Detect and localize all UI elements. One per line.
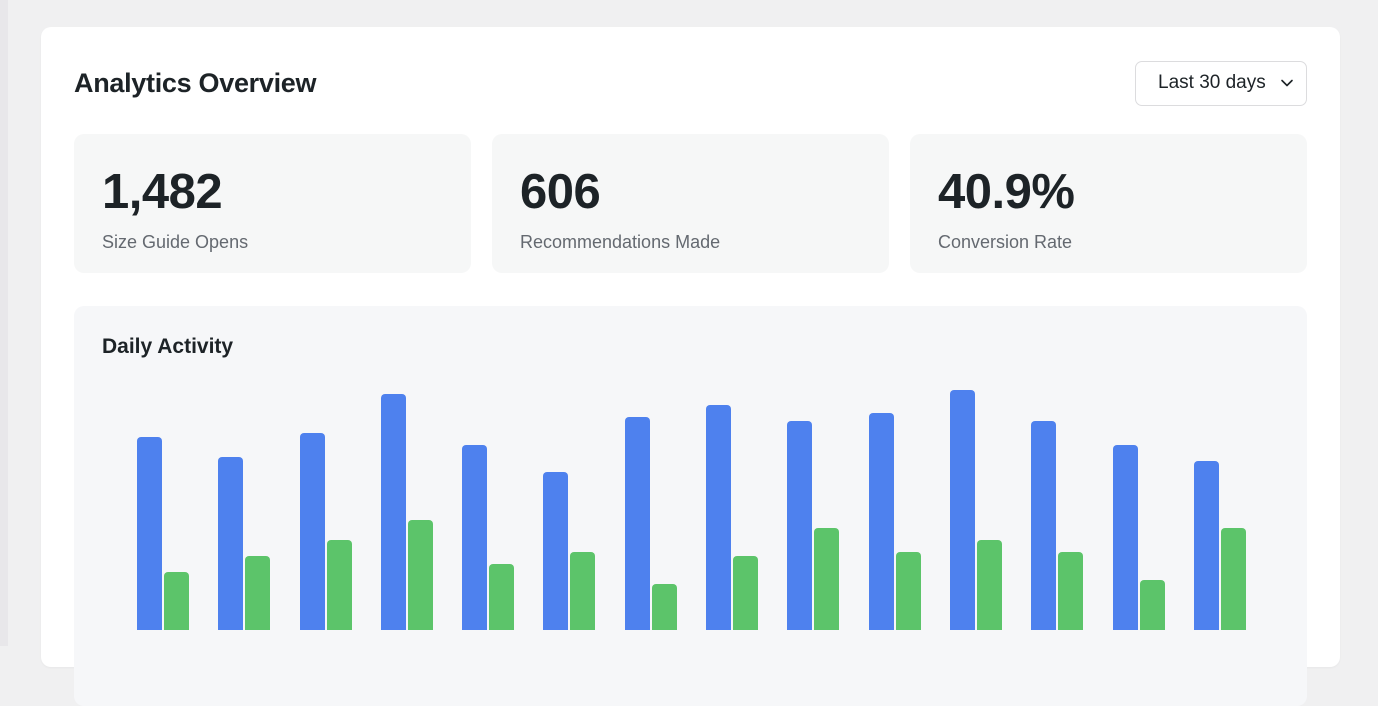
- bar-series-2[interactable]: [814, 528, 840, 630]
- bar-series-1[interactable]: [380, 394, 406, 630]
- stat-value: 606: [520, 165, 601, 219]
- stat-label: Conversion Rate: [938, 232, 1073, 252]
- stats-row: 1,482 Size Guide Opens 606 Recommendatio…: [74, 134, 1307, 273]
- bar-group: [868, 366, 922, 630]
- bar-group: [1112, 366, 1166, 630]
- bar-chart-plot: [137, 366, 1247, 630]
- bar-group: [1193, 366, 1247, 630]
- bar-series-2[interactable]: [407, 520, 433, 630]
- analytics-panel: Analytics Overview Last 30 days 1,482 Si…: [41, 27, 1340, 706]
- bar-series-1[interactable]: [787, 421, 813, 630]
- bar-series-2[interactable]: [1220, 528, 1246, 630]
- bar-series-1[interactable]: [868, 413, 894, 630]
- bar-series-2[interactable]: [1058, 552, 1084, 630]
- bar-group: [543, 366, 596, 630]
- bar-group: [624, 366, 678, 630]
- bar-series-2[interactable]: [164, 572, 189, 630]
- stat-label: Size Guide Opens: [102, 232, 249, 252]
- bar-series-2[interactable]: [570, 552, 596, 630]
- bar-series-2[interactable]: [651, 584, 677, 630]
- bar-series-1[interactable]: [1112, 445, 1138, 630]
- bar-series-1[interactable]: [299, 433, 325, 630]
- bar-series-2[interactable]: [733, 556, 759, 630]
- bar-series-1[interactable]: [1031, 421, 1057, 630]
- bar-group: [706, 366, 759, 630]
- bar-series-2[interactable]: [895, 552, 921, 630]
- bar-group: [1031, 366, 1084, 630]
- bar-series-1[interactable]: [949, 390, 975, 630]
- bar-group: [949, 366, 1003, 630]
- bar-series-2[interactable]: [1139, 580, 1165, 630]
- bar-series-1[interactable]: [462, 445, 488, 630]
- bar-group: [380, 366, 434, 630]
- bar-group: [462, 366, 515, 630]
- date-range-value: Last 30 days: [1158, 72, 1266, 93]
- bar-series-1[interactable]: [624, 417, 650, 630]
- date-range-select[interactable]: Last 30 days: [1135, 60, 1307, 106]
- bar-series-2[interactable]: [489, 564, 515, 630]
- bar-group: [299, 366, 353, 630]
- bar-series-1[interactable]: [1193, 461, 1219, 630]
- chevron-down-icon: [1281, 79, 1293, 87]
- chart-title: Daily Activity: [102, 335, 234, 358]
- stat-label: Recommendations Made: [520, 232, 721, 252]
- bar-series-1[interactable]: [218, 457, 244, 630]
- panel-header: Analytics Overview Last 30 days: [74, 60, 1307, 106]
- bar-group: [218, 366, 271, 630]
- bar-series-2[interactable]: [326, 540, 352, 630]
- bar-group: [137, 366, 190, 630]
- bar-series-1[interactable]: [706, 405, 732, 630]
- stat-value: 40.9%: [938, 165, 1075, 219]
- page-title: Analytics Overview: [74, 67, 317, 98]
- bar-series-2[interactable]: [245, 556, 271, 630]
- bar-group: [787, 366, 840, 630]
- daily-activity-chart-card: Daily Activity: [74, 306, 1307, 706]
- stat-card-size-guide-opens: 1,482 Size Guide Opens: [74, 134, 471, 273]
- bar-series-1[interactable]: [543, 472, 569, 630]
- sidebar-edge: [0, 0, 8, 646]
- stat-card-recommendations-made: 606 Recommendations Made: [492, 134, 889, 273]
- bar-series-2[interactable]: [976, 540, 1002, 630]
- bar-series-1[interactable]: [137, 437, 162, 630]
- stat-card-conversion-rate: 40.9% Conversion Rate: [910, 134, 1307, 273]
- stat-value: 1,482: [102, 165, 223, 219]
